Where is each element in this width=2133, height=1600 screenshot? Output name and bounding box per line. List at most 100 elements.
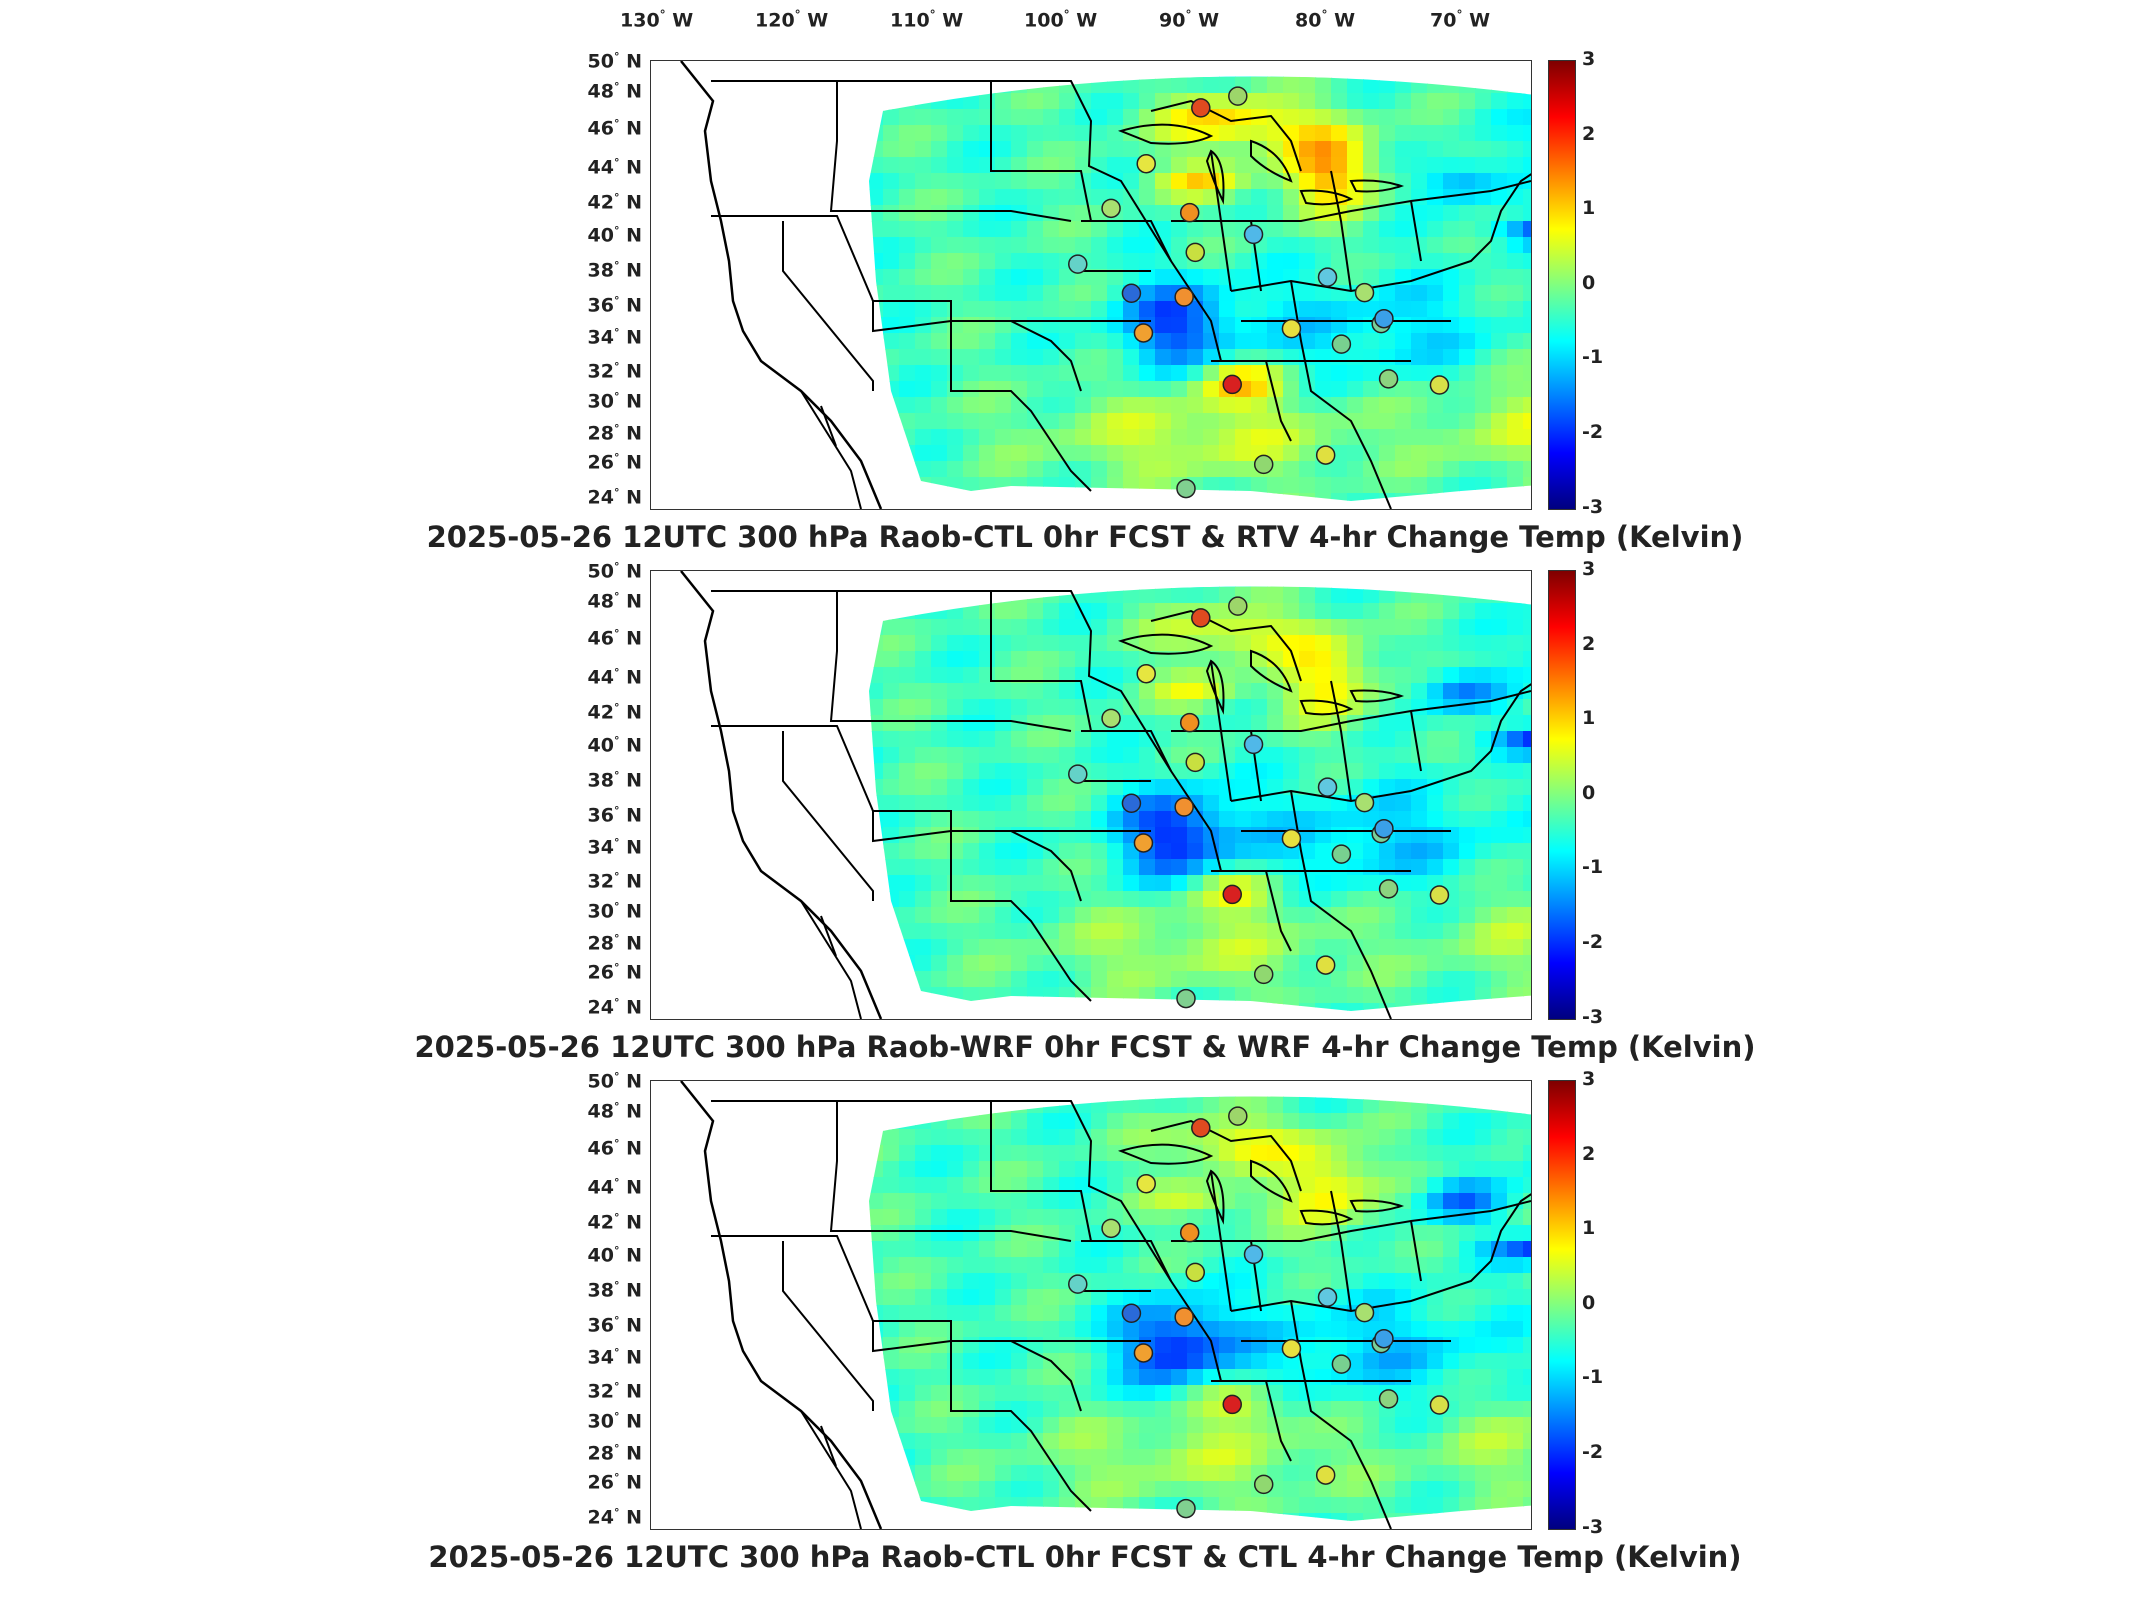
latitude-tick-label: 50° N <box>587 1070 642 1093</box>
great-lake <box>1250 139 1293 183</box>
latitude-tick-label: 46° N <box>587 1137 642 1160</box>
colorbar-tick-label: 2 <box>1582 123 1596 145</box>
colorbar-tick-label: 2 <box>1582 633 1596 655</box>
state-boundary <box>829 81 1072 222</box>
latitude-tick-label: 48° N <box>587 80 642 103</box>
state-boundary <box>951 1340 1092 1512</box>
temperature-map <box>680 1081 1531 1529</box>
west-coastline <box>680 61 883 509</box>
station-marker <box>1429 1395 1450 1415</box>
map-panel-2: 50° N 48° N 46° N 44° N 42° N 40° N 38° N 36° N… <box>0 558 2133 1070</box>
colorbar-tick-label: -1 <box>1582 856 1604 878</box>
state-boundary <box>1171 690 1531 872</box>
station-marker <box>1068 254 1088 274</box>
station-marker <box>1281 828 1302 849</box>
great-lake <box>1299 699 1354 716</box>
latitude-tick-label: 36° N <box>587 804 642 827</box>
station-marker <box>1222 1394 1242 1415</box>
temperature-field <box>869 1096 1531 1522</box>
temperature-map <box>680 571 1531 1019</box>
colorbar-tick-label: 0 <box>1582 272 1596 294</box>
station-marker <box>1136 153 1156 174</box>
station-marker <box>1374 818 1394 839</box>
map-frame <box>650 60 1532 510</box>
station-marker <box>1101 1218 1121 1239</box>
latitude-tick-label: 42° N <box>587 701 642 724</box>
station-marker <box>1185 1262 1205 1283</box>
colorbar-tick-label: 3 <box>1582 558 1596 580</box>
panel-title: 2025-05-26 12UTC 300 hPa Raob-WRF 0hr FC… <box>414 1030 1756 1064</box>
west-coastline <box>680 1081 883 1529</box>
map-frame <box>650 570 1532 1020</box>
station-marker <box>1185 752 1205 773</box>
station-marker <box>1222 374 1242 395</box>
latitude-tick-label: 46° N <box>587 117 642 140</box>
station-marker <box>1136 663 1156 684</box>
baja-coastline <box>800 390 862 509</box>
latitude-tick-label: 30° N <box>587 900 642 923</box>
station-marker <box>1331 844 1352 864</box>
state-boundaries <box>680 1081 1531 1529</box>
latitude-tick-label: 30° N <box>587 390 642 413</box>
map-panel-1: 50° N 48° N 46° N 44° N 42° N 40° N 38° N 36° N… <box>0 48 2133 560</box>
temperature-map <box>680 61 1531 509</box>
station-marker <box>1176 478 1196 499</box>
map-panel-3: 50° N 48° N 46° N 44° N 42° N 40° N 38° N 36° N… <box>0 1068 2133 1580</box>
longitude-tick-label: 120° W <box>755 8 829 32</box>
station-marker <box>1185 242 1205 263</box>
latitude-tick-label: 24° N <box>587 996 642 1019</box>
latitude-tick-label: 32° N <box>587 1380 642 1403</box>
station-marker <box>1174 797 1194 817</box>
station-marker <box>1243 734 1264 755</box>
state-boundary <box>990 1101 1172 1292</box>
station-marker <box>1331 1354 1352 1374</box>
station-marker <box>1179 202 1200 223</box>
colorbar-tick-label: -3 <box>1582 1006 1604 1028</box>
colorbar-tick-label: -2 <box>1582 931 1604 953</box>
station-marker <box>1133 1343 1154 1363</box>
latitude-tick-label: 36° N <box>587 294 642 317</box>
station-marker <box>1101 708 1121 729</box>
colorbar-tick-label: 0 <box>1582 1292 1596 1314</box>
colorbar-tick-label: 0 <box>1582 782 1596 804</box>
state-boundary <box>1230 683 1531 803</box>
station-marker <box>1253 454 1274 475</box>
latitude-tick-label: 30° N <box>587 1410 642 1433</box>
great-lake <box>1349 1199 1405 1213</box>
colorbar-tick-label: -2 <box>1582 421 1604 443</box>
state-boundary <box>711 1235 1151 1353</box>
state-boundary <box>1171 1200 1531 1382</box>
station-marker <box>1176 988 1196 1009</box>
great-lake <box>1205 1169 1225 1225</box>
latitude-tick-label: 36° N <box>587 1314 642 1337</box>
latitude-tick-label: 38° N <box>587 259 642 282</box>
station-marker <box>1179 712 1200 733</box>
station-marker <box>1068 764 1088 784</box>
latitude-tick-label: 42° N <box>587 191 642 214</box>
latitude-tick-label: 42° N <box>587 1211 642 1234</box>
great-lake <box>1250 649 1293 693</box>
state-boundary <box>990 81 1172 272</box>
latitude-tick-label: 34° N <box>587 1346 642 1369</box>
colorbar-tick-label: 2 <box>1582 1143 1596 1165</box>
latitude-tick-label: 44° N <box>587 1176 642 1199</box>
longitude-tick-label: 130° W <box>620 8 694 32</box>
baja-coastline <box>800 1410 862 1529</box>
state-boundary <box>951 830 1092 1002</box>
station-marker <box>1222 884 1242 905</box>
latitude-tick-label: 38° N <box>587 769 642 792</box>
longitude-tick-label: 70° W <box>1430 8 1491 32</box>
latitude-tick-label: 40° N <box>587 224 642 247</box>
latitude-tick-label: 48° N <box>587 1100 642 1123</box>
great-lake <box>1250 1159 1293 1203</box>
latitude-tick-label: 26° N <box>587 961 642 984</box>
great-lake <box>1299 189 1354 206</box>
latitude-tick-label: 44° N <box>587 156 642 179</box>
great-lake <box>1205 659 1225 715</box>
latitude-tick-label: 34° N <box>587 836 642 859</box>
panel-title: 2025-05-26 12UTC 300 hPa Raob-CTL 0hr FC… <box>426 520 1744 554</box>
latitude-tick-label: 26° N <box>587 1471 642 1494</box>
colorbar-tick-label: -1 <box>1582 1366 1604 1388</box>
longitude-tick-label: 100° W <box>1024 8 1098 32</box>
station-marker <box>1191 98 1211 118</box>
